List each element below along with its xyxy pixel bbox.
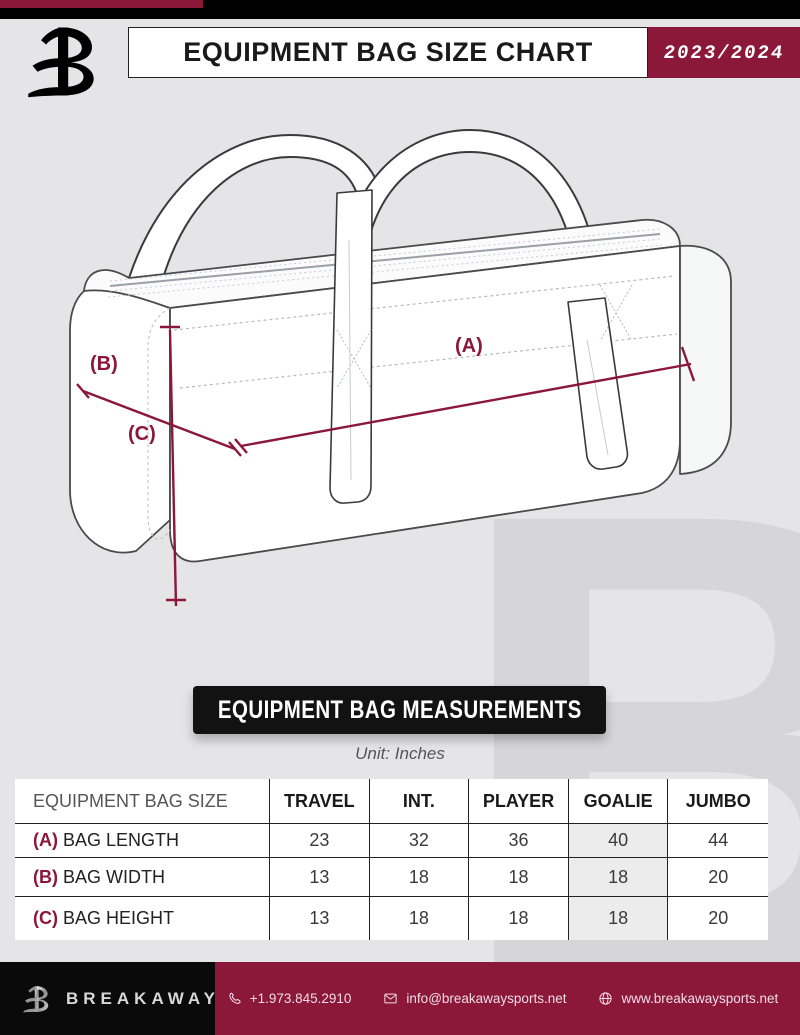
svg-text:(B): (B) [90, 353, 118, 375]
svg-text:(C): (C) [128, 423, 156, 445]
svg-text:(A): (A) [455, 335, 483, 357]
